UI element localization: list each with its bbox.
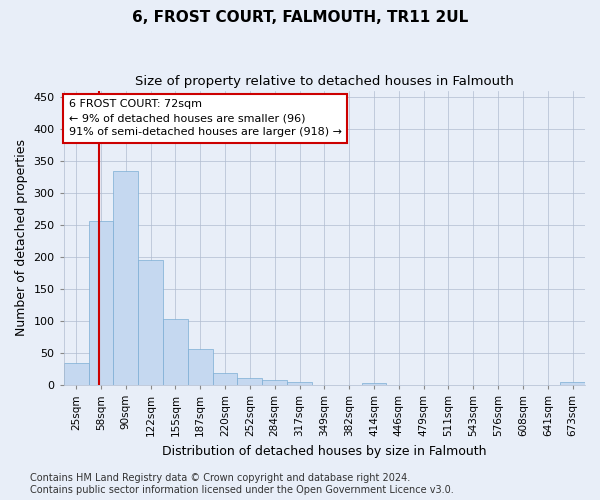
Bar	[560, 382, 585, 385]
Bar	[362, 383, 386, 385]
Bar	[89, 220, 113, 385]
Text: 6 FROST COURT: 72sqm
← 9% of detached houses are smaller (96)
91% of semi-detach: 6 FROST COURT: 72sqm ← 9% of detached ho…	[69, 100, 342, 138]
Bar	[287, 382, 312, 385]
Bar	[138, 260, 163, 385]
Bar	[113, 170, 138, 385]
Bar	[212, 373, 238, 385]
Bar	[262, 380, 287, 385]
Bar	[64, 362, 89, 385]
Text: Contains HM Land Registry data © Crown copyright and database right 2024.
Contai: Contains HM Land Registry data © Crown c…	[30, 474, 454, 495]
Text: 6, FROST COURT, FALMOUTH, TR11 2UL: 6, FROST COURT, FALMOUTH, TR11 2UL	[132, 10, 468, 25]
Bar	[163, 319, 188, 385]
Title: Size of property relative to detached houses in Falmouth: Size of property relative to detached ho…	[135, 75, 514, 88]
Bar	[188, 348, 212, 385]
Bar	[238, 378, 262, 385]
Y-axis label: Number of detached properties: Number of detached properties	[15, 140, 28, 336]
X-axis label: Distribution of detached houses by size in Falmouth: Distribution of detached houses by size …	[162, 444, 487, 458]
